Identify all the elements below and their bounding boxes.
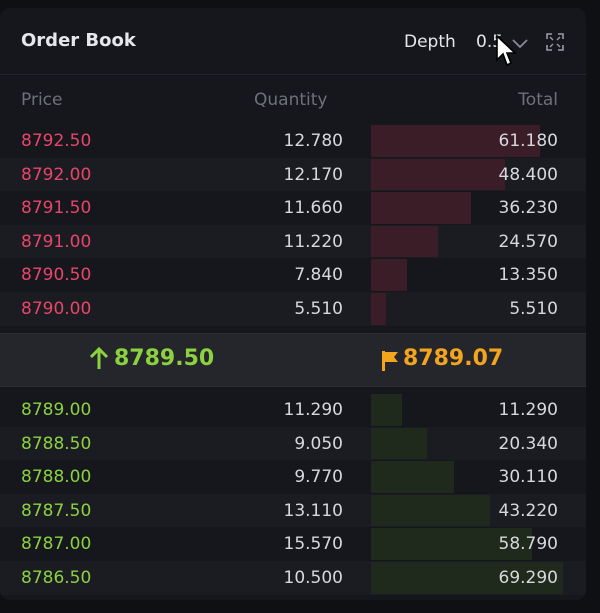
bid-price: 8787.50	[21, 500, 92, 521]
bid-quantity: 11.290	[283, 400, 343, 420]
ask-quantity: 7.840	[294, 265, 343, 286]
ask-price: 8791.00	[21, 231, 92, 252]
depth-bar	[371, 192, 471, 224]
depth-bar	[371, 158, 506, 191]
column-header-quantity: Quantity	[254, 90, 328, 110]
depth-bar	[371, 259, 408, 291]
bid-price: 8789.00	[21, 400, 92, 420]
ask-row[interactable]: 8792.00 12.170 48.400	[0, 157, 586, 192]
page-title: Order Book	[21, 30, 136, 51]
ask-quantity: 12.780	[283, 131, 343, 151]
depth-bar	[371, 394, 402, 426]
column-header-price: Price	[21, 90, 63, 110]
ask-row[interactable]: 8790.00 5.510 5.510	[0, 291, 586, 326]
bid-row[interactable]: 8786.50 10.500 69.290	[0, 560, 586, 595]
ask-quantity: 11.660	[283, 198, 343, 219]
bid-quantity: 15.570	[283, 534, 343, 555]
chevron-down-icon[interactable]	[511, 36, 529, 50]
depth-bar	[371, 125, 540, 157]
depth-bar	[371, 561, 563, 594]
ask-total: 24.570	[498, 231, 558, 252]
order-book-panel: Order Book Depth 0.5 Price Quantity Tota…	[0, 8, 586, 600]
bids-list: 8789.00 11.290 11.290 8788.50 9.050 20.3…	[0, 393, 586, 595]
asks-list: 8792.50 12.780 61.180 8792.00 12.170 48.…	[0, 124, 586, 326]
ask-quantity: 5.510	[294, 298, 343, 319]
ask-total: 36.230	[498, 198, 558, 219]
ask-total: 5.510	[509, 298, 558, 319]
arrow-up-icon	[89, 347, 109, 369]
bid-total: 11.290	[498, 400, 558, 420]
bid-row[interactable]: 8787.50 13.110 43.220	[0, 493, 586, 528]
depth-label: Depth	[404, 32, 456, 52]
depth-bar	[371, 494, 491, 527]
spread-bar: 8789.50 8789.07	[0, 333, 586, 387]
ask-price: 8792.50	[21, 131, 92, 151]
ask-price: 8792.00	[21, 164, 92, 185]
ask-row[interactable]: 8791.50 11.660 36.230	[0, 191, 586, 225]
bid-price: 8786.50	[21, 567, 92, 588]
depth-bar	[371, 528, 533, 560]
ask-price: 8790.00	[21, 298, 92, 319]
ask-price: 8791.50	[21, 198, 92, 219]
last-price: 8789.50	[114, 346, 215, 371]
bid-total: 30.110	[498, 467, 558, 488]
bid-total: 58.790	[498, 534, 558, 555]
bid-total: 69.290	[498, 567, 558, 588]
expand-icon[interactable]	[545, 32, 565, 52]
bid-row[interactable]: 8788.00 9.770 30.110	[0, 460, 586, 494]
bid-quantity: 9.050	[294, 433, 343, 454]
bid-price: 8788.00	[21, 467, 92, 488]
depth-bar	[371, 461, 454, 493]
depth-bar	[371, 225, 439, 258]
bid-price: 8788.50	[21, 433, 92, 454]
bid-price: 8787.00	[21, 534, 92, 555]
bid-row[interactable]: 8788.50 9.050 20.340	[0, 426, 586, 461]
ask-price: 8790.50	[21, 265, 92, 286]
bid-row[interactable]: 8789.00 11.290 11.290	[0, 393, 586, 427]
ask-total: 61.180	[498, 131, 558, 151]
bid-total: 20.340	[498, 433, 558, 454]
ask-quantity: 11.220	[283, 231, 343, 252]
depth-bar	[371, 292, 387, 325]
ask-total: 48.400	[498, 164, 558, 185]
mark-price: 8789.07	[403, 346, 504, 371]
bid-quantity: 13.110	[283, 500, 343, 521]
flag-icon	[382, 351, 398, 371]
depth-bar	[371, 427, 427, 460]
column-header-total: Total	[518, 90, 558, 110]
bid-quantity: 9.770	[294, 467, 343, 488]
ask-row[interactable]: 8791.00 11.220 24.570	[0, 224, 586, 259]
mouse-cursor-icon	[496, 34, 517, 67]
ask-row[interactable]: 8790.50 7.840 13.350	[0, 258, 586, 292]
bid-row[interactable]: 8787.00 15.570 58.790	[0, 527, 586, 561]
bid-total: 43.220	[498, 500, 558, 521]
bid-quantity: 10.500	[283, 567, 343, 588]
ask-quantity: 12.170	[283, 164, 343, 185]
ask-row[interactable]: 8792.50 12.780 61.180	[0, 124, 586, 158]
ask-total: 13.350	[498, 265, 558, 286]
